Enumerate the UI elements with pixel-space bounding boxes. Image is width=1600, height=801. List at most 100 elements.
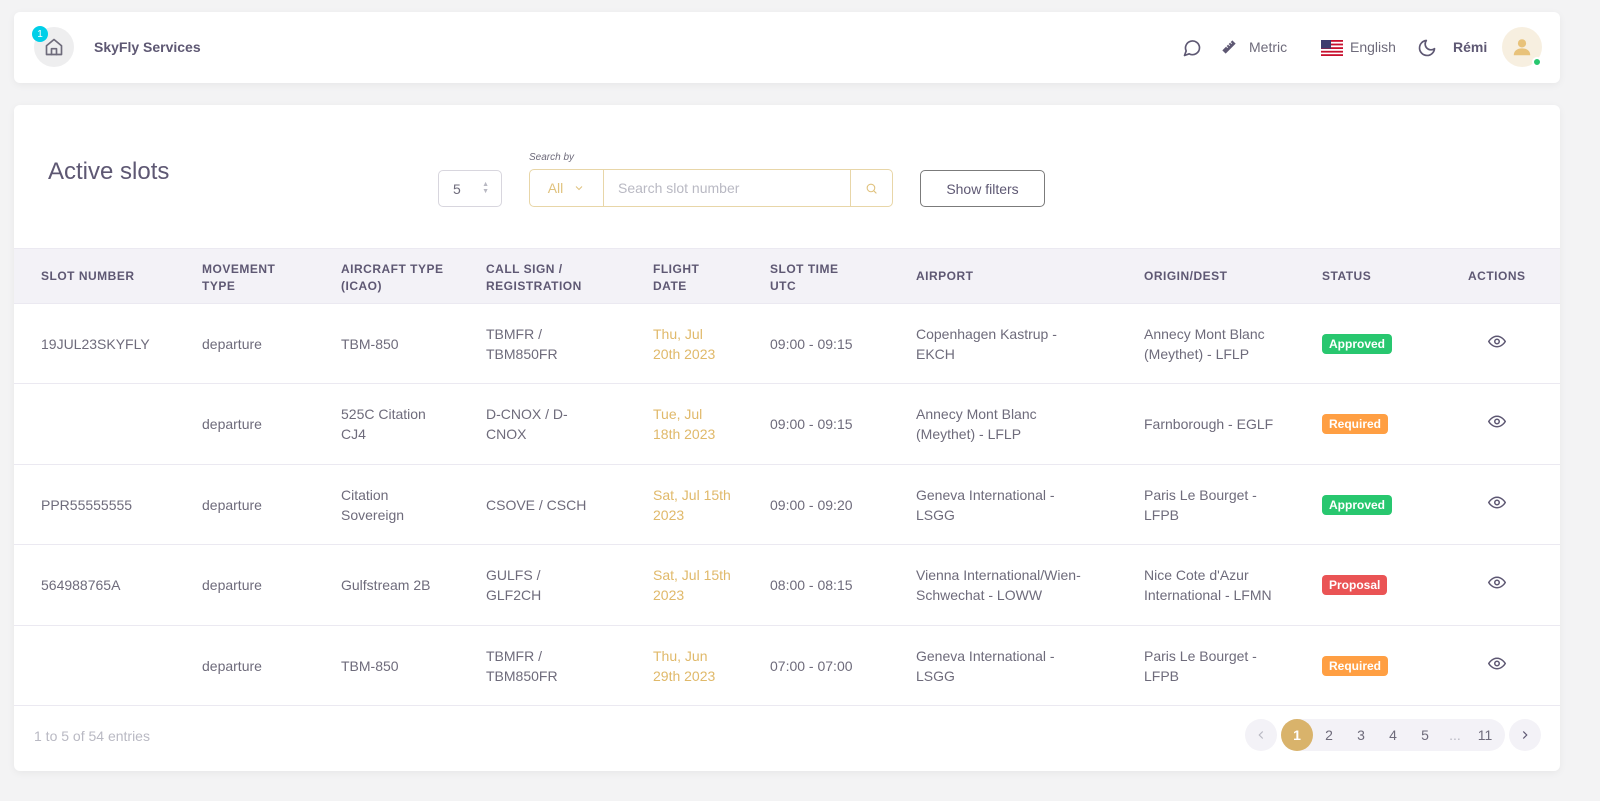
per-page-value: 5 xyxy=(453,181,461,197)
top-navbar: 1 SkyFly Services Metric English Rémi xyxy=(14,12,1560,83)
cell-aircraft-type: Gulfstream 2B xyxy=(341,577,431,593)
cell-call-sign: TBMFR / TBM850FR xyxy=(486,325,558,362)
column-header-slot-number[interactable]: Slot number xyxy=(41,269,135,283)
column-header-movement-type[interactable]: Movement type xyxy=(202,262,276,293)
cell-movement-type: departure xyxy=(202,657,262,674)
page-button[interactable]: 5 xyxy=(1421,727,1429,743)
cell-origin-dest: Paris Le Bourget - LFPB xyxy=(1144,486,1257,523)
column-header-call-sign[interactable]: Call sign / Registration xyxy=(486,262,582,293)
spinner-arrows-icon: ▲ ▼ xyxy=(482,181,489,195)
cell-movement-type: departure xyxy=(202,496,262,513)
cell-airport: Geneva International - LSGG xyxy=(916,647,1055,684)
page-button[interactable]: 2 xyxy=(1325,727,1333,743)
cell-origin-dest: Nice Cote d'Azur International - LFMN xyxy=(1144,567,1272,603)
page-button[interactable]: 3 xyxy=(1357,727,1365,743)
cell-origin-dest: Annecy Mont Blanc (Meythet) - LFLP xyxy=(1144,325,1265,362)
next-page-button[interactable] xyxy=(1509,719,1541,751)
cell-call-sign: TBMFR / TBM850FR xyxy=(486,647,558,684)
show-filters-button[interactable]: Show filters xyxy=(920,170,1045,207)
view-eye-icon[interactable] xyxy=(1488,493,1506,516)
entries-info: 1 to 5 of 54 entries xyxy=(34,728,150,744)
view-eye-icon[interactable] xyxy=(1488,332,1506,355)
page-button[interactable]: 1 xyxy=(1281,719,1313,751)
search-icon xyxy=(866,183,877,194)
cell-slot-number: 564988765A xyxy=(41,577,121,593)
cell-airport: Geneva International - LSGG xyxy=(916,486,1055,523)
column-header-aircraft-type[interactable]: Aircraft type (ICAO) xyxy=(341,262,444,293)
cell-slot-time: 08:00 - 08:15 xyxy=(770,577,853,593)
column-header-flight-date[interactable]: Flight date xyxy=(653,262,700,293)
pagination: 1 2 3 4 5... 11 xyxy=(1245,719,1541,751)
chevron-left-icon xyxy=(1258,731,1264,739)
search-button[interactable] xyxy=(850,170,892,206)
column-header-airport[interactable]: Airport xyxy=(916,269,974,283)
cell-slot-time: 09:00 - 09:20 xyxy=(770,496,853,513)
cell-origin-dest: Paris Le Bourget - LFPB xyxy=(1144,647,1257,684)
cell-movement-type: departure xyxy=(202,416,262,432)
search-by-label: Search by xyxy=(529,152,575,163)
page-ellipsis: ... xyxy=(1449,727,1461,743)
moon-icon[interactable] xyxy=(1417,38,1437,63)
search-group: All xyxy=(529,169,893,207)
language-selector[interactable]: English xyxy=(1350,39,1396,55)
cell-movement-type: departure xyxy=(202,577,262,593)
table-row: departure TBM-850 TBMFR / TBM850FR Thu, Jun… xyxy=(14,626,1560,706)
per-page-select[interactable]: 5 ▲ ▼ xyxy=(438,170,502,207)
units-toggle[interactable]: Metric xyxy=(1249,39,1288,55)
cell-call-sign: D-CNOX / D-CNOX xyxy=(486,406,568,442)
view-eye-icon[interactable] xyxy=(1488,654,1506,677)
page-button[interactable]: 4 xyxy=(1389,727,1397,743)
cell-slot-time: 09:00 - 09:15 xyxy=(770,416,853,432)
status-badge: Approved xyxy=(1322,333,1393,354)
cell-aircraft-type: 525C Citation CJ4 xyxy=(341,406,426,442)
ruler-icon[interactable] xyxy=(1221,39,1237,60)
chevron-right-icon xyxy=(1522,731,1528,739)
brand-name: SkyFly Services xyxy=(94,39,201,55)
cell-airport: Vienna International/Wien-Schwechat - LO… xyxy=(916,567,1081,603)
cell-slot-time: 09:00 - 09:15 xyxy=(770,335,853,352)
table-row: 19JUL23SKYFLY departure TBM-850 TBMFR / TBM… xyxy=(14,304,1560,384)
table-header: Slot number Movement type Aircraft type … xyxy=(14,248,1560,304)
cell-slot-number: PPR55555555 xyxy=(41,496,133,513)
cell-call-sign: CSOVE / CSCH xyxy=(486,496,587,513)
chat-icon[interactable] xyxy=(1182,38,1202,63)
cell-flight-date: Tue, Jul 18th 2023 xyxy=(653,406,716,442)
search-input[interactable] xyxy=(604,170,850,206)
cell-aircraft-type: TBM-850 xyxy=(341,657,399,674)
table-row: PPR55555555 departure Citation Sovereign CS… xyxy=(14,465,1560,545)
page-button[interactable]: 11 xyxy=(1477,727,1493,743)
user-name[interactable]: Rémi xyxy=(1453,39,1488,55)
search-by-value: All xyxy=(547,180,564,196)
chevron-down-icon xyxy=(575,186,583,191)
cell-origin-dest: Farnborough - EGLF xyxy=(1144,416,1274,432)
cell-call-sign: GULFS / GLF2CH xyxy=(486,567,542,603)
view-eye-icon[interactable] xyxy=(1488,413,1506,436)
previous-page-button[interactable] xyxy=(1245,719,1277,751)
notification-badge: 1 xyxy=(32,26,48,42)
cell-airport: Annecy Mont Blanc (Meythet) - LFLP xyxy=(916,406,1037,442)
status-badge: Approved xyxy=(1322,494,1393,515)
avatar[interactable] xyxy=(1502,27,1542,67)
online-status-dot xyxy=(1532,57,1542,67)
home-icon xyxy=(45,38,63,56)
search-by-select[interactable]: All xyxy=(530,170,604,206)
cell-slot-time: 07:00 - 07:00 xyxy=(770,657,853,674)
cell-flight-date: Thu, Jun 29th 2023 xyxy=(653,647,716,684)
column-header-slot-time[interactable]: Slot time UTC xyxy=(770,262,839,293)
slots-card: Active slots 5 ▲▼ Search by All Show fil… xyxy=(14,105,1560,771)
us-flag-icon[interactable] xyxy=(1321,40,1343,56)
column-header-origin-dest[interactable]: Origin/Dest xyxy=(1144,269,1228,283)
status-badge: Proposal xyxy=(1322,575,1388,595)
status-badge: Required xyxy=(1322,655,1389,676)
column-header-actions: Actions xyxy=(1468,269,1526,283)
page-list: 1 2 3 4 5... 11 xyxy=(1281,719,1505,751)
cell-flight-date: Sat, Jul 15th 2023 xyxy=(653,486,731,523)
user-icon xyxy=(1513,39,1531,56)
status-badge: Required xyxy=(1322,414,1389,434)
column-header-status[interactable]: Status xyxy=(1322,269,1372,283)
cell-aircraft-type: Citation Sovereign xyxy=(341,486,405,523)
cell-aircraft-type: TBM-850 xyxy=(341,335,399,352)
cell-movement-type: departure xyxy=(202,335,262,352)
view-eye-icon[interactable] xyxy=(1488,574,1506,597)
table-row: 564988765A departure Gulfstream 2B GULFS / … xyxy=(14,546,1560,626)
